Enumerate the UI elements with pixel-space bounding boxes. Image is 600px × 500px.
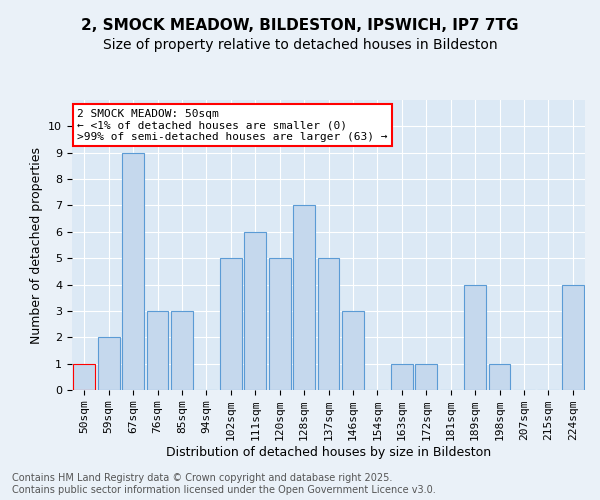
Bar: [464, 284, 486, 390]
Bar: [562, 284, 584, 390]
Y-axis label: Number of detached properties: Number of detached properties: [30, 146, 43, 344]
X-axis label: Distribution of detached houses by size in Bildeston: Distribution of detached houses by size …: [166, 446, 491, 459]
Bar: [488, 364, 511, 390]
Bar: [171, 311, 193, 390]
Text: Size of property relative to detached houses in Bildeston: Size of property relative to detached ho…: [103, 38, 497, 52]
Bar: [293, 206, 315, 390]
Bar: [391, 364, 413, 390]
Text: 2 SMOCK MEADOW: 50sqm
← <1% of detached houses are smaller (0)
>99% of semi-deta: 2 SMOCK MEADOW: 50sqm ← <1% of detached …: [77, 108, 388, 142]
Text: Contains HM Land Registry data © Crown copyright and database right 2025.
Contai: Contains HM Land Registry data © Crown c…: [12, 474, 436, 495]
Bar: [220, 258, 242, 390]
Bar: [269, 258, 290, 390]
Bar: [122, 152, 144, 390]
Text: 2, SMOCK MEADOW, BILDESTON, IPSWICH, IP7 7TG: 2, SMOCK MEADOW, BILDESTON, IPSWICH, IP7…: [81, 18, 519, 32]
Bar: [317, 258, 340, 390]
Bar: [146, 311, 169, 390]
Bar: [415, 364, 437, 390]
Bar: [73, 364, 95, 390]
Bar: [98, 338, 119, 390]
Bar: [342, 311, 364, 390]
Bar: [244, 232, 266, 390]
